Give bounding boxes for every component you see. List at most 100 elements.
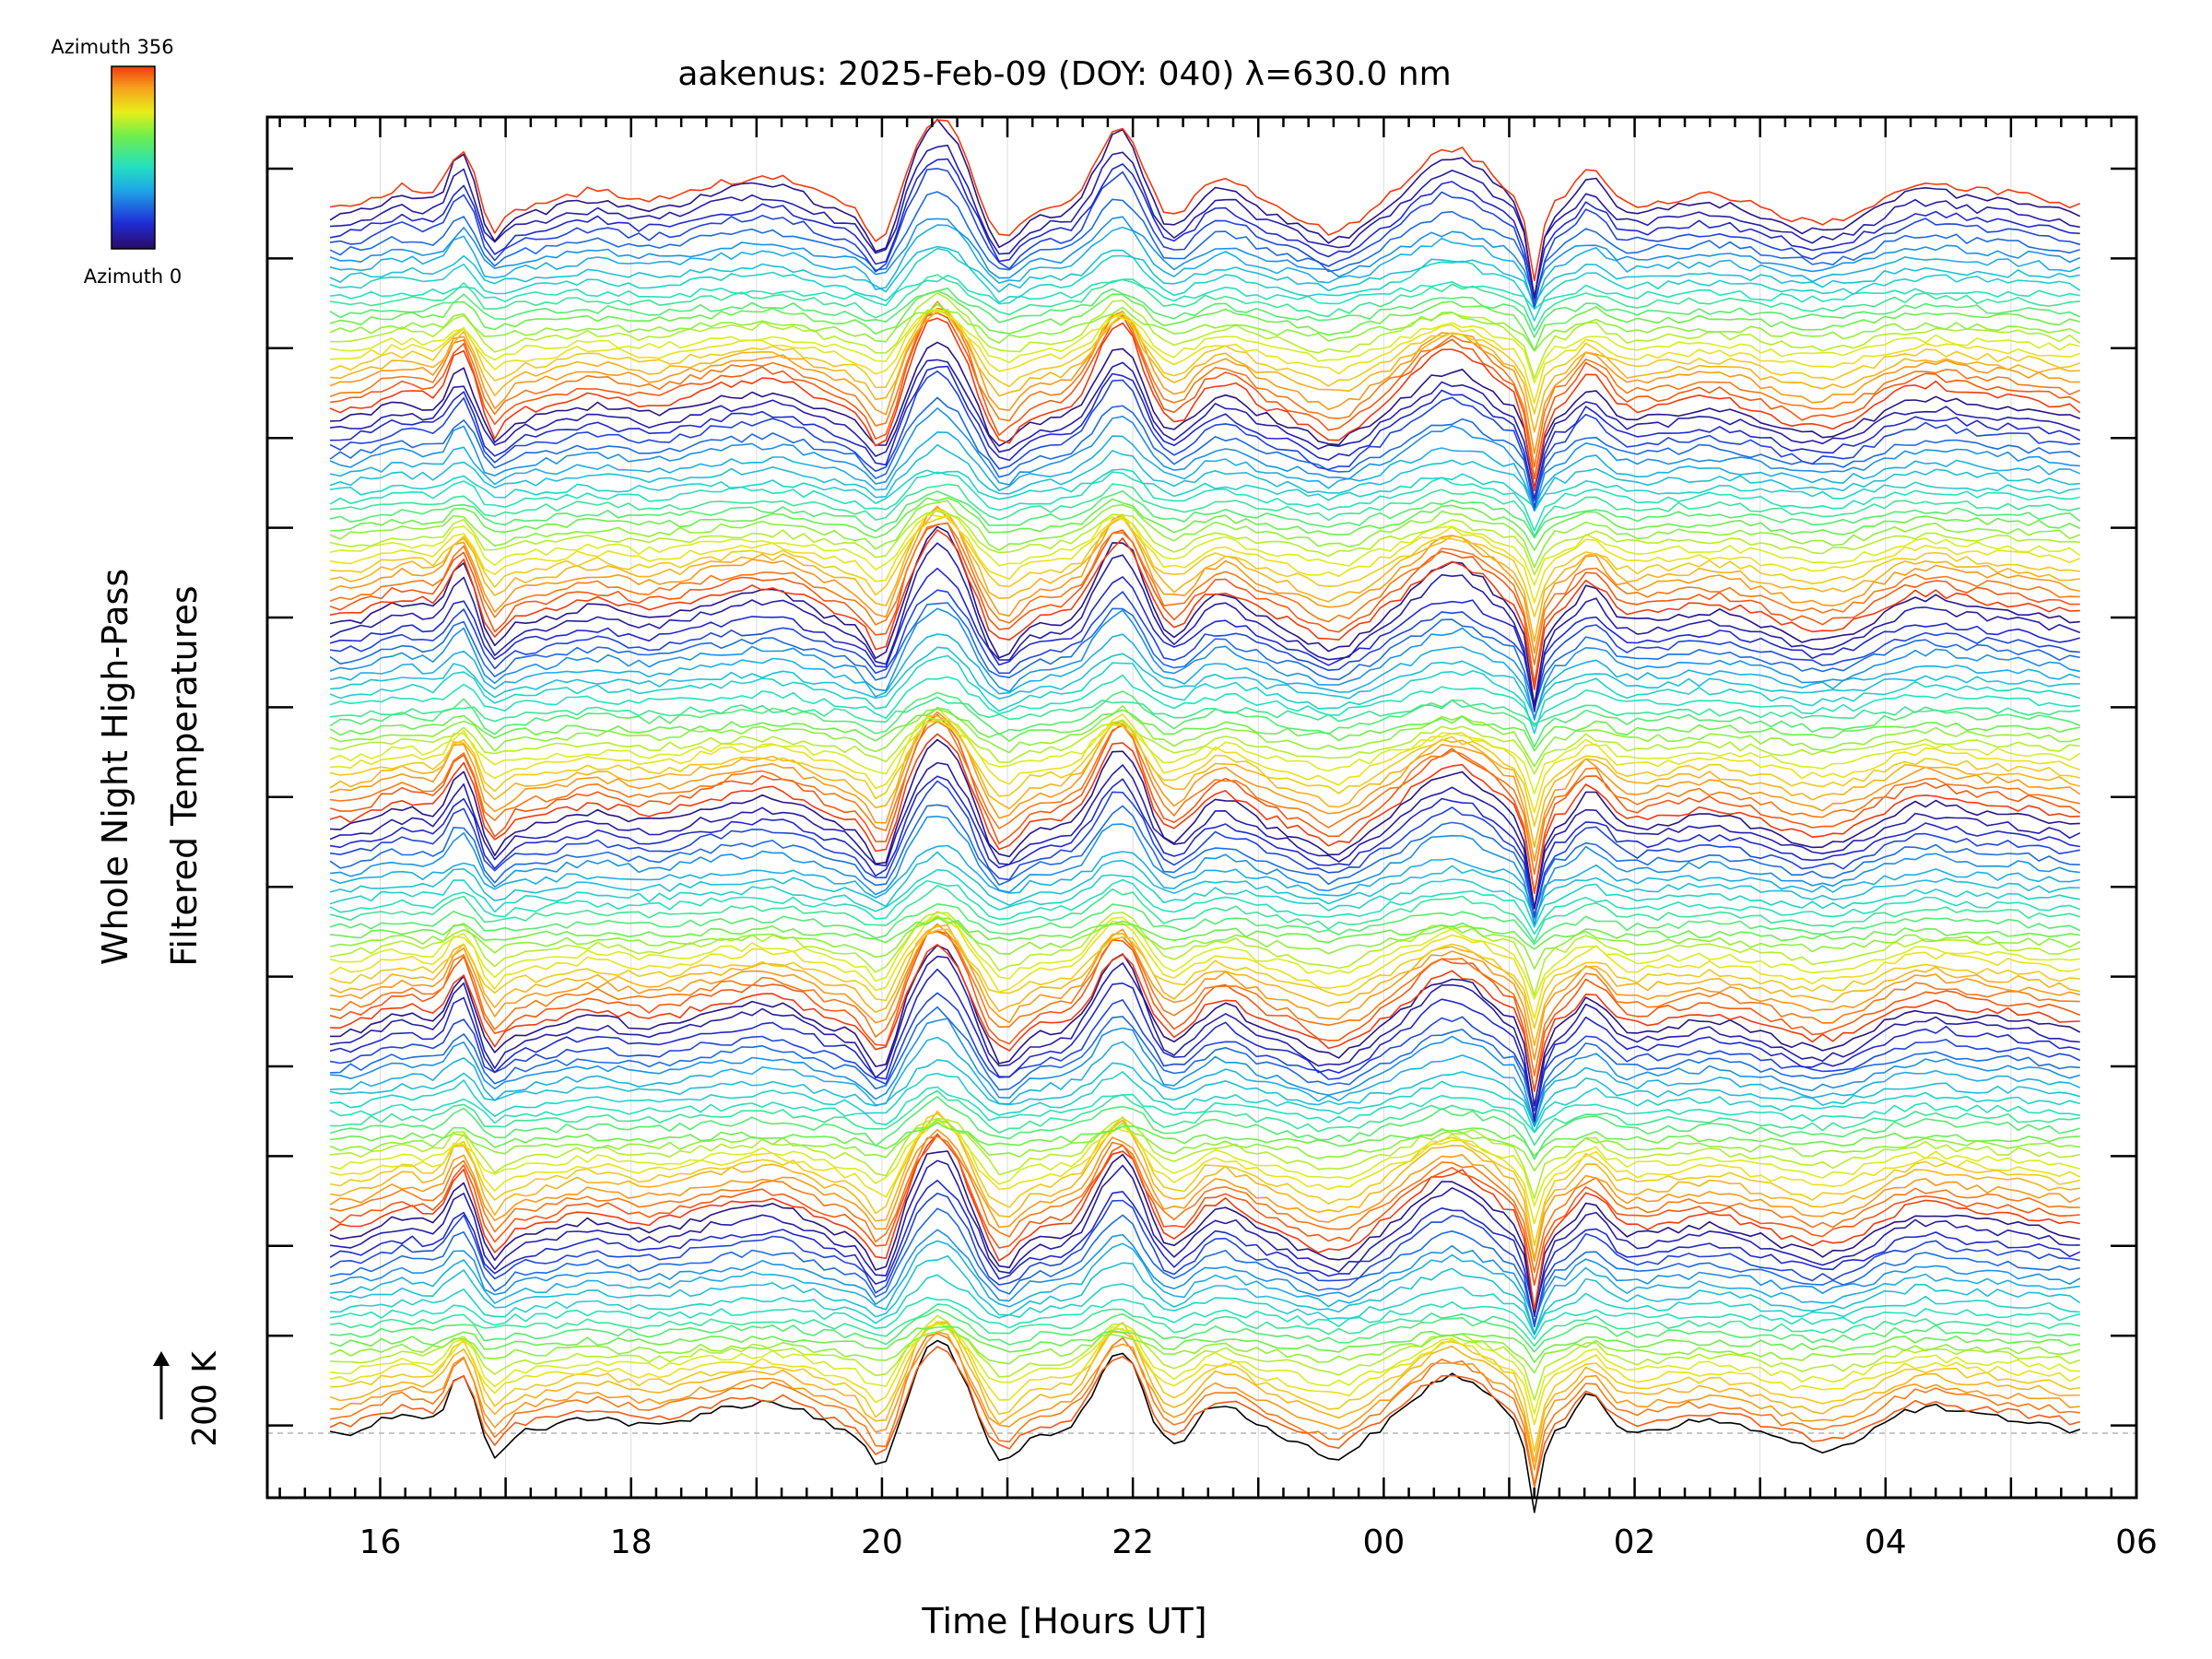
axis-ticks xyxy=(267,117,2138,1498)
temperature-series-line xyxy=(329,924,2080,1047)
temperature-series-line xyxy=(330,310,2080,433)
temperature-series-line xyxy=(329,711,2081,862)
temperature-series-line xyxy=(329,930,2080,1077)
temperature-series-line xyxy=(329,1096,2081,1160)
temperature-series-line xyxy=(329,1254,2081,1335)
temperature-series-line xyxy=(329,633,2081,719)
temperature-series-line xyxy=(330,916,2080,950)
temperature-series-line xyxy=(330,944,2080,1092)
temperature-series-line xyxy=(329,310,2081,415)
temperature-series-line xyxy=(329,191,2081,302)
temperature-series-line xyxy=(330,1018,2081,1127)
temperature-series-line xyxy=(329,303,2081,352)
temperature-series-line xyxy=(329,529,2080,690)
temperature-series-line xyxy=(329,1133,2080,1312)
temperature-series-line xyxy=(329,713,2081,894)
temperature-series-line xyxy=(329,1207,2080,1326)
temperature-series-line xyxy=(330,1071,2081,1134)
x-tick-label: 16 xyxy=(359,1524,402,1561)
temperature-series-line xyxy=(329,1229,2081,1323)
temperature-series-line xyxy=(329,513,2081,604)
temperature-series-line xyxy=(330,1314,2081,1401)
colorbar xyxy=(111,65,156,250)
temperature-series-line xyxy=(329,903,2081,946)
temperature-series-line xyxy=(329,500,2081,569)
temperature-series-line xyxy=(329,431,2081,508)
temperature-series-line xyxy=(329,224,2081,310)
temperature-series-line xyxy=(329,923,2081,1061)
temperature-series-line xyxy=(329,602,2080,709)
temperature-series-line xyxy=(329,1117,2080,1199)
temperature-series-line xyxy=(330,1323,2080,1415)
temperature-series-line xyxy=(330,646,2080,718)
temperature-series-line xyxy=(330,341,2081,489)
temperature-series-line xyxy=(330,816,2080,925)
temperature-series-line xyxy=(329,1346,2081,1488)
temperature-series-line xyxy=(329,804,2080,918)
temperature-series-line xyxy=(329,930,2081,1093)
temperature-series-line xyxy=(330,738,2080,910)
x-tick-label: 06 xyxy=(2115,1524,2158,1561)
temperature-series-line xyxy=(329,1327,2081,1374)
temperature-series-line xyxy=(329,1119,2080,1172)
temperature-series-line xyxy=(330,696,2080,725)
temperature-series-line xyxy=(329,1320,2081,1426)
temperature-series-line xyxy=(329,928,2080,1030)
temperature-series-line xyxy=(329,317,2081,491)
temperature-series-line xyxy=(330,1321,2080,1453)
temperature-series-line xyxy=(329,968,2080,1122)
y-axis-label-line1: Whole Night High-Pass xyxy=(95,569,135,965)
temperature-series-line xyxy=(329,720,2080,828)
temperature-series-line xyxy=(330,483,2080,537)
temperature-series-line xyxy=(329,1322,2080,1463)
colorbar-bottom-label: Azimuth 0 xyxy=(84,265,182,288)
temperature-series-line xyxy=(330,1036,2081,1126)
temperature-series-line xyxy=(329,168,2081,308)
temperature-series-line xyxy=(329,407,2080,512)
temperature-series-line xyxy=(330,1122,2080,1157)
temperature-series-line xyxy=(329,1325,2080,1363)
x-tick-label: 02 xyxy=(1614,1524,1656,1561)
temperature-series-line xyxy=(329,912,2080,996)
temperature-series-line xyxy=(329,1303,2081,1347)
temperature-series-line xyxy=(329,1240,2080,1335)
temperature-series-line xyxy=(329,567,2081,707)
temperature-series-line xyxy=(329,307,2081,468)
temperature-series-line xyxy=(329,508,2081,586)
temperature-series-line xyxy=(330,1006,2080,1118)
temperature-series-line xyxy=(330,944,2081,1107)
temperature-series-line xyxy=(329,715,2081,848)
temperature-series-line xyxy=(329,914,2081,1019)
temperature-series-line xyxy=(329,717,2080,775)
temperature-series-line xyxy=(330,292,2081,380)
temperature-series-line xyxy=(329,216,2081,300)
temperature-series-line xyxy=(330,308,2081,405)
temperature-series-line xyxy=(330,515,2080,618)
temperature-series-line xyxy=(329,1059,2081,1128)
temperature-series-line xyxy=(330,1274,2080,1336)
temperature-series-line xyxy=(329,1296,2080,1340)
temperature-series-line xyxy=(329,868,2080,928)
temperature-series-line xyxy=(329,312,2081,480)
temperature-series-line xyxy=(329,468,2080,508)
temperature-series-line xyxy=(329,158,2080,298)
temperature-series-line xyxy=(329,1112,2080,1247)
temperature-series-line xyxy=(329,506,2080,642)
x-axis-label: Time [Hours UT] xyxy=(921,1601,1206,1641)
temperature-series-line xyxy=(329,705,2081,768)
temperature-series-line xyxy=(329,1086,2080,1134)
colorbar-top-label: Azimuth 356 xyxy=(51,36,173,58)
temperature-series-line xyxy=(329,289,2081,352)
temperature-series-line xyxy=(329,371,2080,509)
scale-bar-label: 200 K xyxy=(186,1350,224,1447)
temperature-series-line xyxy=(329,721,2080,876)
temperature-series-line xyxy=(329,247,2081,322)
temperature-series-group xyxy=(329,118,2081,1513)
x-tick-label: 04 xyxy=(1865,1524,1907,1561)
temperature-series-line xyxy=(330,1308,2080,1353)
temperature-series-line xyxy=(329,851,2080,920)
temperature-series-line xyxy=(329,443,2080,512)
temperature-series-line xyxy=(329,510,2080,576)
temperature-series-line xyxy=(329,245,2080,305)
